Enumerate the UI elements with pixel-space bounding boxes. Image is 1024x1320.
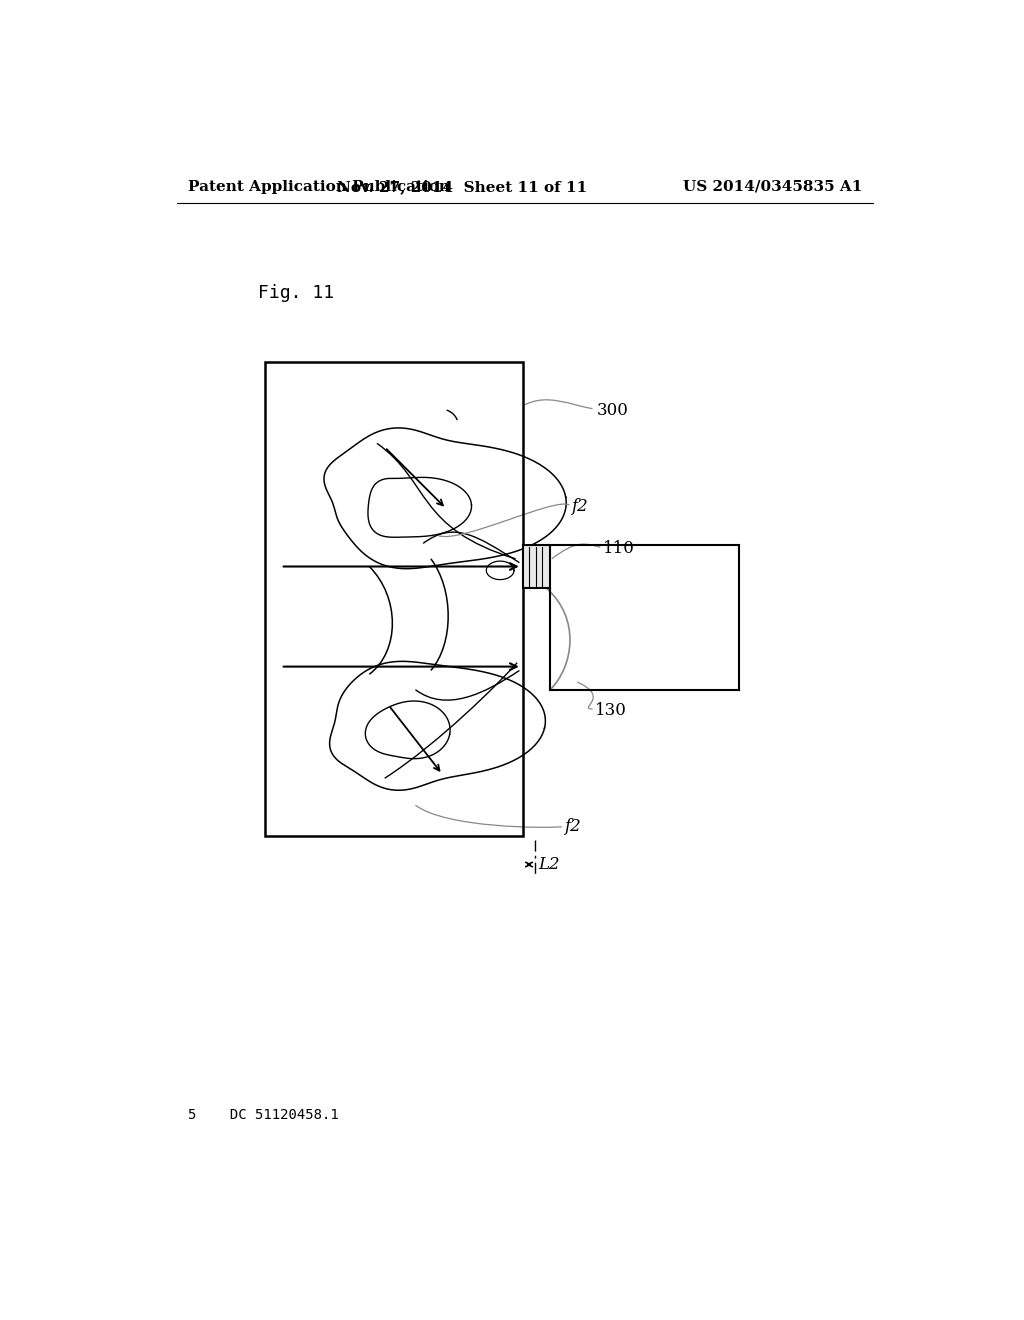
Text: Fig. 11: Fig. 11 <box>258 284 334 302</box>
Text: 110: 110 <box>602 540 635 557</box>
Text: L2: L2 <box>539 855 560 873</box>
Text: 300: 300 <box>596 403 629 420</box>
Text: Nov. 27, 2014  Sheet 11 of 11: Nov. 27, 2014 Sheet 11 of 11 <box>337 180 587 194</box>
Text: f2: f2 <box>564 818 581 836</box>
Text: f2: f2 <box>571 498 588 515</box>
Text: 130: 130 <box>595 702 627 719</box>
Bar <box>265 363 523 836</box>
Text: 5    DC 51120458.1: 5 DC 51120458.1 <box>188 1107 339 1122</box>
Text: Patent Application Publication: Patent Application Publication <box>188 180 451 194</box>
Text: US 2014/0345835 A1: US 2014/0345835 A1 <box>683 180 862 194</box>
Bar <box>523 545 550 589</box>
